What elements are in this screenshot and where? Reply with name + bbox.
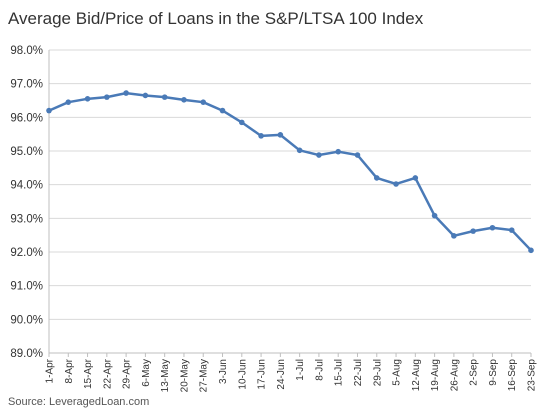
source-note: Source: LeveragedLoan.com <box>8 396 150 408</box>
x-tick-label: 1-Jul <box>295 359 306 381</box>
data-point <box>296 147 303 154</box>
series <box>46 90 534 254</box>
data-point <box>104 94 110 100</box>
x-tick-label: 17-Jun <box>257 359 268 390</box>
x-tick-label: 1-Apr <box>45 358 56 383</box>
x-axis: 1-Apr 8-Apr 15-Apr 22-Apr 29-Apr 6-May 13-May 2… <box>45 352 538 392</box>
x-tick-label: 20-May <box>179 359 190 392</box>
gridlines <box>49 49 531 354</box>
y-tick-label: 96.0% <box>10 112 43 124</box>
y-tick-label: 97.0% <box>10 79 43 91</box>
data-point <box>393 181 399 187</box>
x-tick-label: 23-Sep <box>527 359 538 392</box>
x-tick-label: 16-Sep <box>507 359 518 392</box>
y-tick-label: 91.0% <box>10 281 43 293</box>
chart-title: Average Bid/Price of Loans in the S&P/LT… <box>8 9 424 28</box>
data-point <box>200 99 207 105</box>
x-tick-label: 22-Apr <box>102 358 113 389</box>
data-point <box>412 175 419 181</box>
x-tick-label: 3-Jun <box>218 359 229 384</box>
x-tick-label: 2-Sep <box>469 359 480 386</box>
data-point <box>84 96 91 102</box>
x-tick-label: 8-Jul <box>314 359 325 381</box>
data-point <box>258 133 264 139</box>
y-tick-label: 95.0% <box>10 146 43 158</box>
data-point <box>354 152 361 158</box>
data-point <box>431 212 438 219</box>
x-tick-label: 15-Apr <box>83 358 94 389</box>
x-tick-label: 27-May <box>199 359 210 392</box>
x-tick-label: 29-Apr <box>122 358 133 389</box>
x-tick-label: 19-Aug <box>430 359 441 391</box>
x-tick-label: 29-Jul <box>372 359 383 386</box>
data-point <box>161 94 168 100</box>
y-tick-label: 94.0% <box>10 180 43 192</box>
y-tick-label: 98.0% <box>10 45 43 57</box>
data-point <box>528 247 534 254</box>
data-point <box>489 224 496 231</box>
x-tick-label: 12-Aug <box>411 359 422 391</box>
y-axis: 89.0% 90.0% 91.0% 92.0% 93.0% 94.0% 95.0% 96.0%… <box>10 45 50 360</box>
x-tick-label: 5-Aug <box>392 359 403 386</box>
data-point <box>123 90 129 96</box>
data-point <box>65 99 72 105</box>
data-point <box>451 233 457 239</box>
y-tick-label: 90.0% <box>10 314 43 326</box>
x-tick-label: 8-Apr <box>64 358 75 383</box>
x-tick-label: 15-Jul <box>334 359 345 386</box>
x-tick-label: 26-Aug <box>449 359 460 391</box>
data-point <box>219 107 226 114</box>
x-tick-label: 9-Sep <box>488 359 499 386</box>
data-point <box>142 92 149 99</box>
data-point <box>470 228 476 234</box>
data-point <box>316 152 322 158</box>
data-point <box>46 107 52 114</box>
data-point <box>181 97 187 103</box>
y-tick-label: 92.0% <box>10 247 43 259</box>
data-point <box>335 148 342 155</box>
data-point <box>277 132 284 138</box>
data-point <box>508 227 515 233</box>
y-tick-label: 93.0% <box>10 213 43 225</box>
x-tick-label: 22-Jul <box>353 359 364 386</box>
data-point <box>239 119 245 126</box>
x-tick-label: 10-Jun <box>237 359 248 390</box>
data-point <box>373 175 380 181</box>
x-tick-label: 24-Jun <box>276 359 287 390</box>
y-tick-label: 89.0% <box>10 348 43 360</box>
x-tick-label: 13-May <box>160 359 171 392</box>
x-tick-label: 6-May <box>141 359 152 387</box>
series-line <box>48 91 532 252</box>
